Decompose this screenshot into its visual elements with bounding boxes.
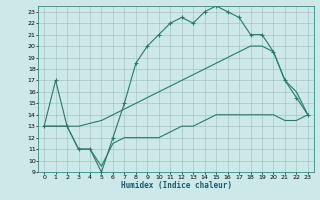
X-axis label: Humidex (Indice chaleur): Humidex (Indice chaleur) [121, 181, 231, 190]
